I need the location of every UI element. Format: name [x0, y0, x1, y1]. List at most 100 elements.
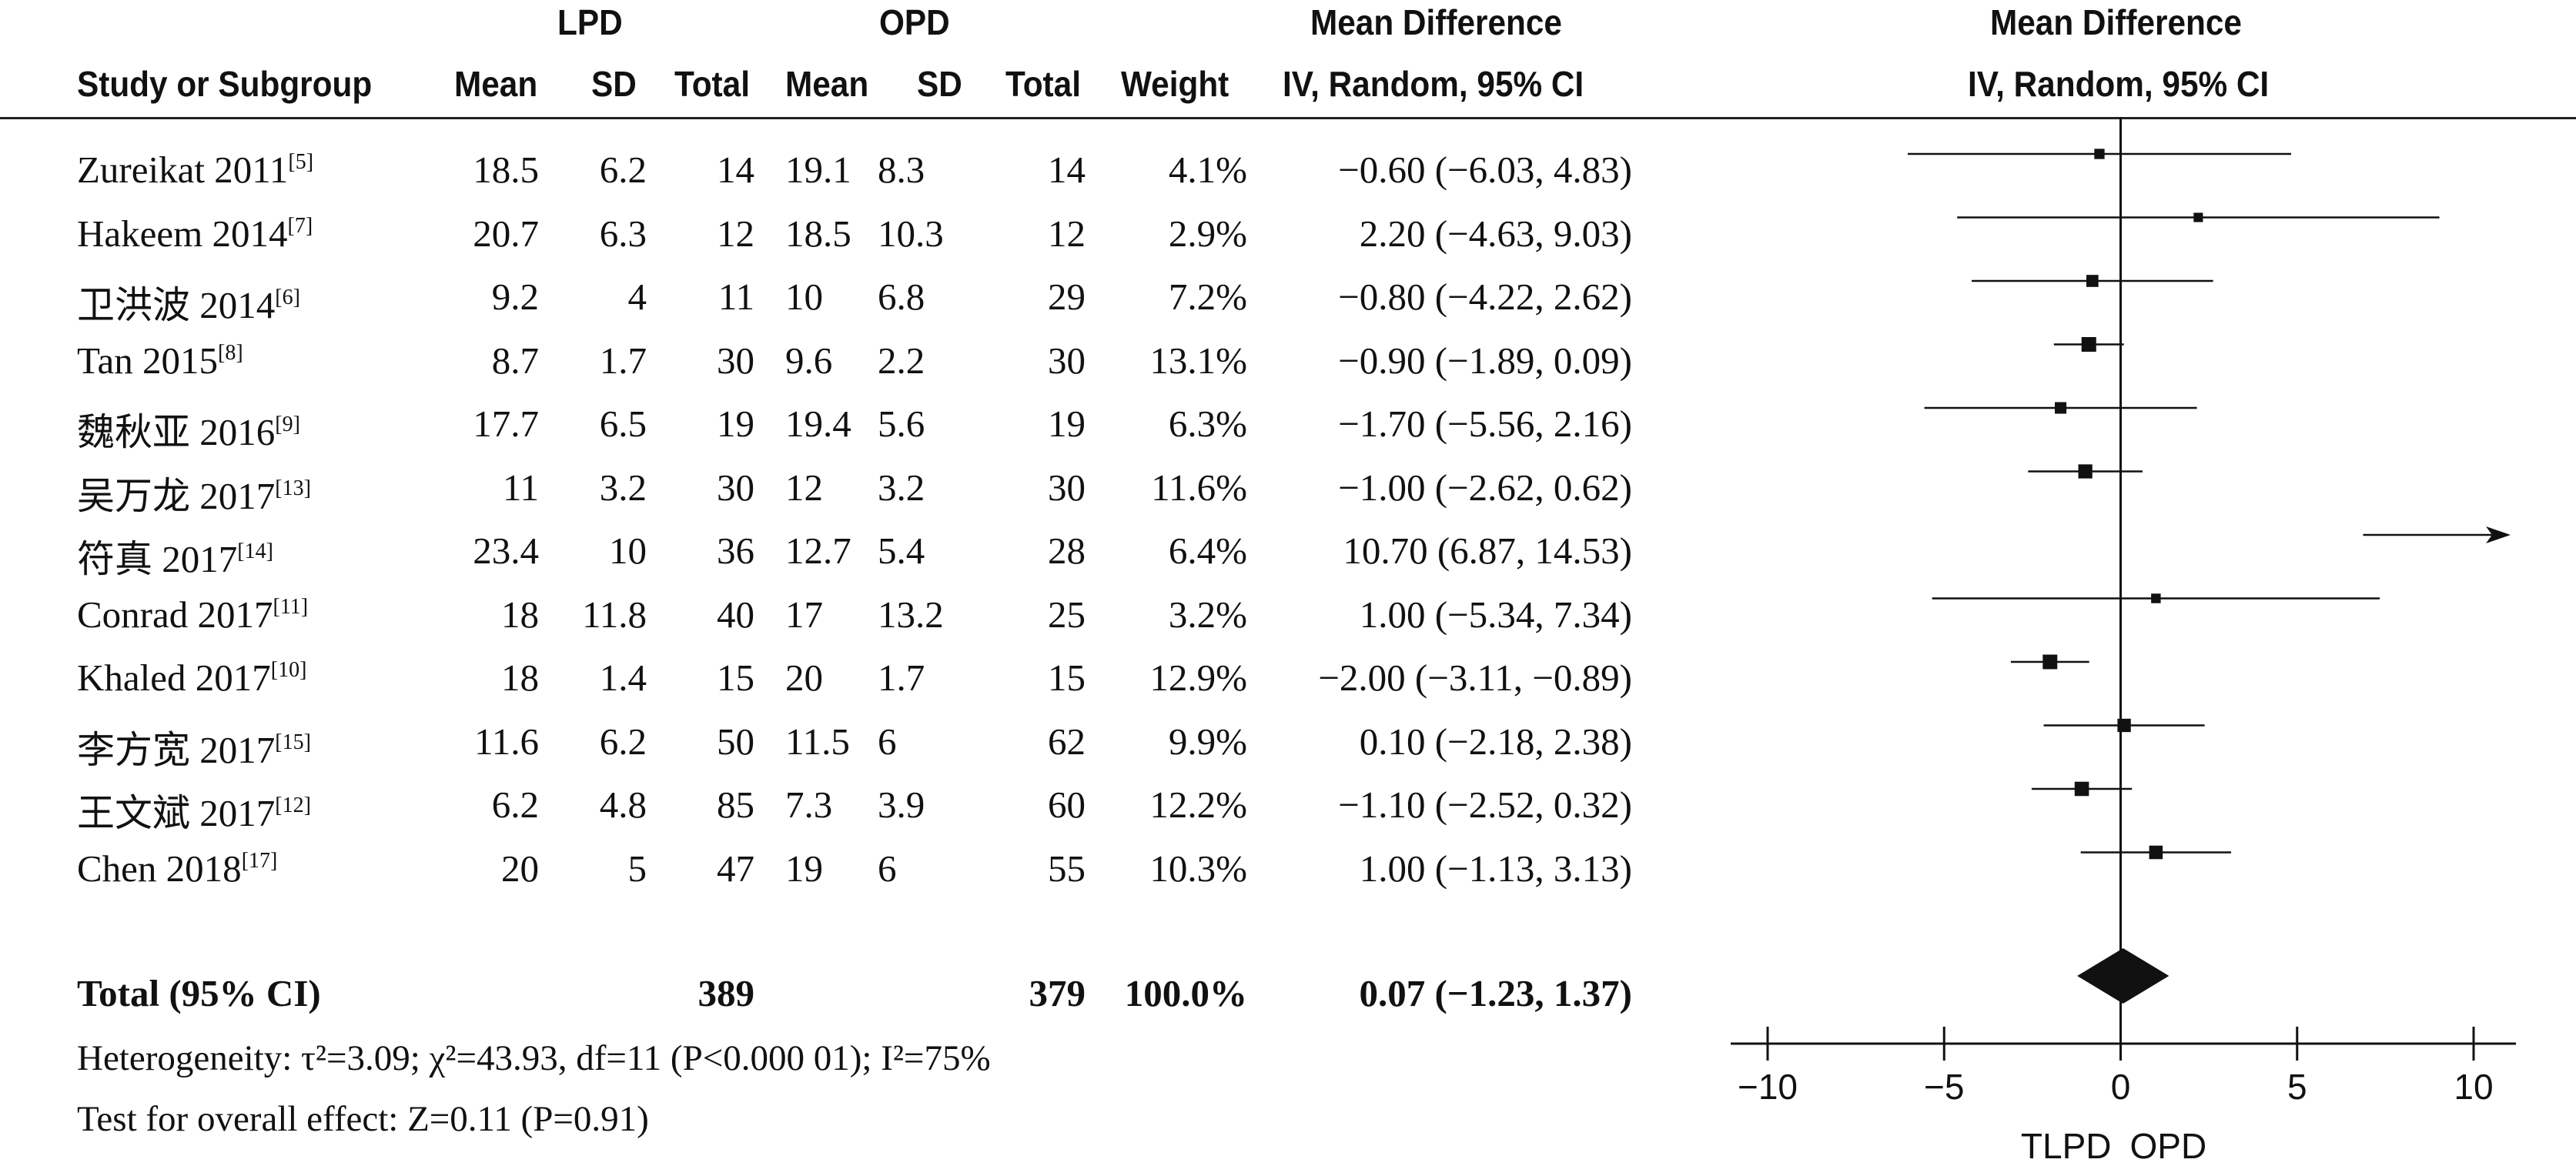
opd-sd-cell: 3.2 [878, 466, 925, 509]
study-reference: [5] [288, 150, 314, 174]
weight-cell: 10.3% [1149, 847, 1247, 890]
x-tick-label: 5 [2287, 1067, 2307, 1107]
study-reference: [12] [275, 793, 311, 817]
lpd-total-cell: 36 [717, 530, 754, 572]
lpd-total-cell: 15 [717, 657, 754, 699]
x-tick-label: 10 [2454, 1067, 2493, 1107]
opd-sd-cell: 10.3 [878, 212, 944, 255]
sd1-header: SD [591, 64, 637, 104]
lpd-sd-cell: 4 [627, 276, 647, 318]
point-estimate-square [2086, 275, 2099, 287]
lpd-sd-cell: 6.5 [599, 403, 647, 445]
opd-total-cell: 30 [1048, 466, 1086, 509]
study-reference: [8] [218, 340, 243, 365]
lpd-mean-cell: 11.6 [474, 720, 539, 763]
ci-overflow-arrow [2486, 526, 2511, 543]
lpd-total-cell: 47 [717, 847, 754, 890]
pooled-estimate-diamond [2077, 948, 2170, 1004]
lpd-mean-cell: 11 [502, 466, 539, 509]
mean-difference-cell: 0.10 (−2.18, 2.38) [1359, 720, 1632, 763]
lpd-sd-cell: 4.8 [599, 783, 647, 826]
mean-difference-cell: 1.00 (−5.34, 7.34) [1359, 593, 1632, 636]
point-estimate-square [2081, 336, 2096, 352]
study-name-text: Chen 2018 [77, 847, 242, 890]
opd-sd-cell: 6 [878, 847, 897, 890]
plot-header-bottom: IV, Random, 95% CI [1968, 64, 2270, 104]
opd-total-cell: 25 [1048, 593, 1086, 636]
lpd-mean-cell: 20.7 [473, 212, 539, 255]
lpd-mean-cell: 9.2 [491, 276, 539, 318]
point-estimate-square [2094, 149, 2105, 159]
total1-header: Total [674, 64, 750, 104]
study-name: 符真 2017[14] [77, 529, 273, 583]
study-reference: [11] [273, 594, 309, 619]
x-label-left: TLPD [2021, 1126, 2112, 1166]
lpd-mean-cell: 18 [501, 657, 539, 699]
x-tick-label: −5 [1924, 1067, 1964, 1107]
point-estimate-square [2042, 654, 2058, 670]
weight-cell: 2.9% [1168, 212, 1247, 255]
lpd-total-cell: 30 [717, 466, 754, 509]
point-estimate-square [2193, 212, 2203, 222]
opd-mean-cell: 12 [785, 466, 823, 509]
weight-cell: 6.3% [1168, 403, 1247, 445]
study-name-text: 王文斌 2017 [77, 792, 276, 834]
opd-mean-cell: 17 [785, 593, 823, 636]
lpd-total-cell: 50 [717, 720, 754, 763]
lpd-total-cell: 19 [717, 403, 754, 445]
study-name-text: 魏秋亚 2016 [77, 411, 276, 453]
x-tick-label: 0 [2111, 1067, 2131, 1107]
study-name: 卫洪波 2014[6] [77, 275, 300, 329]
point-estimate-square [2055, 402, 2067, 414]
total-label: Total (95% CI) [77, 972, 321, 1014]
lpd-sd-cell: 6.3 [599, 212, 647, 255]
study-header: Study or Subgroup [77, 64, 373, 104]
study-name: Tan 2015[8] [77, 339, 243, 383]
study-reference: [7] [287, 213, 313, 238]
lpd-sd-cell: 6.2 [599, 720, 647, 763]
opd-total-cell: 60 [1048, 783, 1086, 826]
weight-cell: 7.2% [1168, 276, 1247, 318]
opd-mean-cell: 12.7 [785, 530, 851, 572]
opd-sd-cell: 6.8 [878, 276, 925, 318]
mean-difference-cell: −0.80 (−4.22, 2.62) [1338, 276, 1632, 318]
opd-total-cell: 30 [1048, 339, 1086, 382]
opd-total-cell: 28 [1048, 530, 1086, 572]
weight-cell: 9.9% [1168, 720, 1247, 763]
study-name-text: Hakeem 2014 [77, 212, 288, 255]
lpd-sd-cell: 3.2 [599, 466, 647, 509]
opd-sd-cell: 5.4 [878, 530, 925, 572]
weight-cell: 11.6% [1151, 466, 1247, 509]
mean-difference-cell: −1.70 (−5.56, 2.16) [1338, 403, 1632, 445]
study-name: 王文斌 2017[12] [77, 783, 311, 837]
group-lpd-header: LPD [557, 2, 623, 42]
plot-header-top: Mean Difference [1990, 2, 2242, 42]
mean-difference-cell: 2.20 (−4.63, 9.03) [1359, 212, 1632, 255]
weight-header: Weight [1121, 64, 1229, 104]
lpd-mean-cell: 23.4 [473, 530, 539, 572]
study-name-text: Tan 2015 [77, 339, 219, 382]
lpd-total-cell: 85 [717, 783, 754, 826]
point-estimate-square [2078, 464, 2093, 479]
mean-difference-cell: −2.00 (−3.11, −0.89) [1318, 657, 1632, 699]
lpd-sd-cell: 1.4 [599, 657, 647, 699]
weight-cell: 13.1% [1149, 339, 1247, 382]
opd-mean-cell: 19.4 [785, 403, 851, 445]
point-estimate-square [2151, 593, 2161, 603]
study-reference: [17] [241, 848, 278, 873]
study-name-text: Conrad 2017 [77, 593, 273, 636]
x-label-right: OPD [2130, 1126, 2207, 1166]
study-name: Conrad 2017[11] [77, 593, 308, 636]
lpd-sd-cell: 11.8 [582, 593, 647, 636]
total-n2: 379 [1029, 972, 1086, 1014]
opd-mean-cell: 19.1 [785, 149, 851, 191]
lpd-sd-cell: 10 [609, 530, 647, 572]
opd-mean-cell: 9.6 [785, 339, 833, 382]
mean-difference-cell: −0.60 (−6.03, 4.83) [1338, 149, 1632, 191]
header-rule [0, 117, 2576, 119]
study-name-text: 吴万龙 2017 [77, 474, 276, 517]
opd-mean-cell: 11.5 [785, 720, 850, 763]
study-name: Hakeem 2014[7] [77, 212, 313, 256]
overall-effect-text: Test for overall effect: Z=0.11 (P=0.91) [77, 1099, 649, 1139]
